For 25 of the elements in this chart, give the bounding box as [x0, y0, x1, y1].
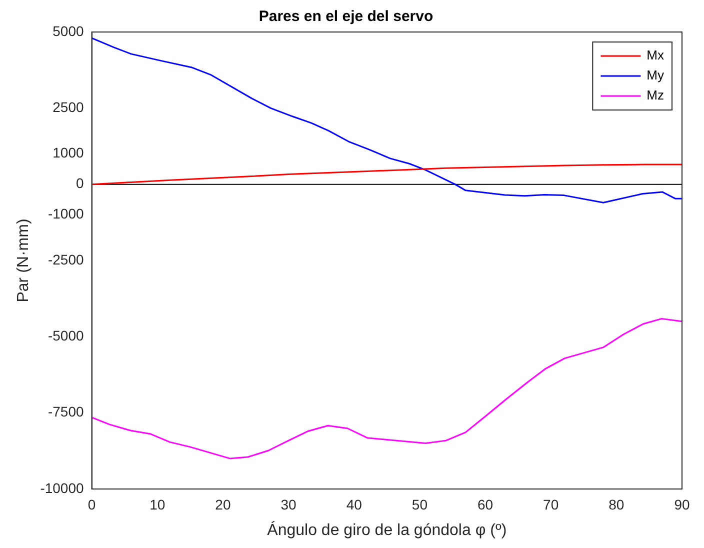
y-tick-label: -7500 — [48, 404, 84, 420]
legend-label: My — [646, 68, 664, 83]
x-tick-label: 10 — [150, 496, 166, 512]
y-tick-label: -10000 — [40, 480, 84, 496]
y-tick-label: -2500 — [48, 251, 84, 268]
x-tick-label: 0 — [88, 496, 96, 512]
y-axis-title: Par (N·mm) — [15, 218, 32, 302]
x-tick-label: 50 — [412, 496, 428, 512]
x-tick-label: 40 — [346, 496, 362, 512]
y-tick-label: 1000 — [52, 144, 84, 161]
x-axis-title: Ángulo de giro de la góndola φ (º) — [267, 520, 507, 539]
y-tick-label: 5000 — [52, 22, 84, 39]
legend-label: Mz — [646, 88, 664, 103]
x-tick-label: 30 — [280, 496, 297, 512]
x-tick-label: 80 — [608, 496, 624, 512]
x-tick-label: 70 — [543, 496, 559, 512]
x-tick-label: 90 — [674, 496, 690, 512]
y-tick-label: -5000 — [48, 328, 84, 344]
y-tick-label: 0 — [76, 175, 84, 192]
y-tick-label: 2500 — [52, 99, 84, 116]
y-tick-label: -1000 — [48, 206, 84, 222]
x-tick-label: 60 — [477, 496, 494, 512]
legend-label: Mx — [646, 48, 664, 63]
x-tick-label: 20 — [215, 496, 231, 512]
chart-title: Pares en el eje del servo — [258, 8, 434, 26]
